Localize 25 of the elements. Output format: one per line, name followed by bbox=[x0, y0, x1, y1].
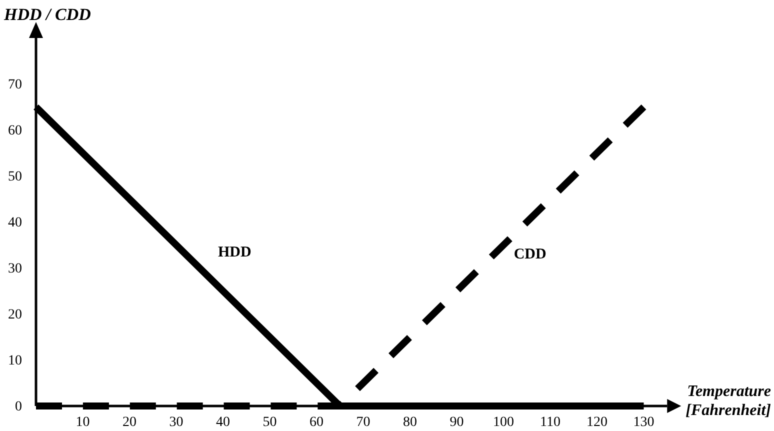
y-tick-label: 40 bbox=[8, 215, 22, 230]
x-tick-label: 70 bbox=[356, 414, 370, 430]
y-tick-label: 50 bbox=[8, 169, 22, 184]
y-tick-label: 20 bbox=[8, 307, 22, 322]
y-tick-label: 30 bbox=[8, 261, 22, 276]
series-label: CDD bbox=[514, 246, 546, 262]
x-tick-label: 20 bbox=[122, 414, 136, 430]
x-axis-title: Temperature [Fahrenheit] bbox=[686, 383, 771, 419]
y-tick-label: 0 bbox=[15, 399, 22, 414]
y-tick-label: 70 bbox=[8, 77, 22, 92]
x-tick-label: 120 bbox=[586, 414, 608, 430]
x-tick-label: 100 bbox=[493, 414, 514, 430]
x-tick-label: 110 bbox=[540, 414, 560, 430]
y-axis-title: HDD / CDD bbox=[3, 5, 91, 24]
x-tick-label: 40 bbox=[216, 414, 230, 430]
x-tick-label: 60 bbox=[310, 414, 324, 430]
x-tick-label: 50 bbox=[262, 414, 277, 430]
y-tick-label: 10 bbox=[8, 353, 22, 368]
y-tick-label: 60 bbox=[8, 123, 22, 138]
series-label: HDD bbox=[218, 244, 252, 260]
x-tick-label: 10 bbox=[76, 414, 90, 430]
x-tick-label: 130 bbox=[633, 414, 654, 430]
x-tick-label: 90 bbox=[450, 414, 464, 430]
x-tick-label: 30 bbox=[169, 414, 184, 430]
x-tick-label: 80 bbox=[403, 414, 417, 430]
